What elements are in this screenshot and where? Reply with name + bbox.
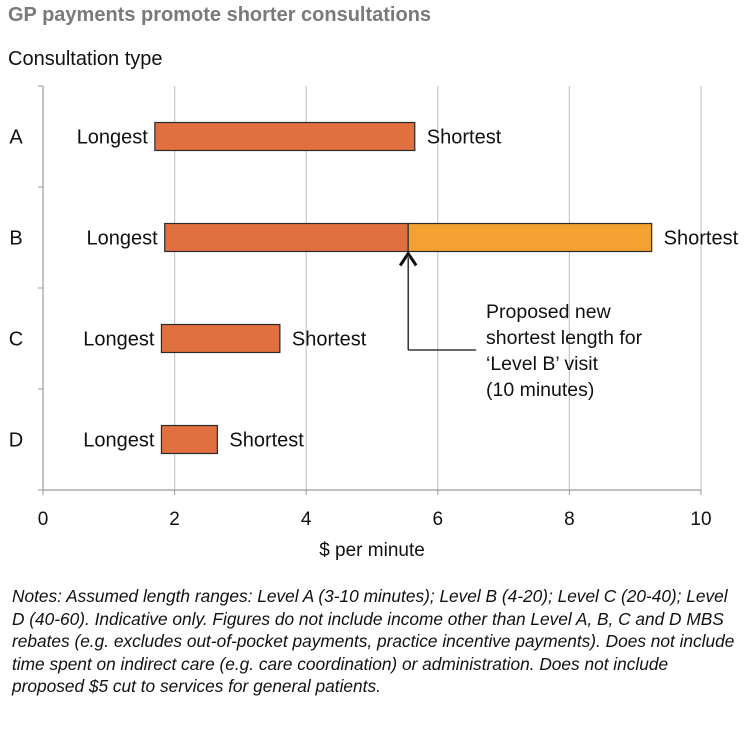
label-shortest-A: Shortest (427, 127, 502, 149)
annotation-text-line-2: ‘Level B’ visit (486, 353, 599, 375)
bar-A-0 (154, 121, 416, 152)
bar-C-3 (160, 323, 281, 354)
chart-title: GP payments promote shorter consultation… (8, 4, 432, 26)
bar-B-1 (164, 222, 409, 253)
annotation-text-line-3: (10 minutes) (486, 379, 594, 401)
annotation-text-line-1: shortest length for (486, 327, 643, 349)
x-axis-title: $ per minute (319, 540, 425, 561)
gridlines (174, 86, 702, 490)
annotation-arrow-head (398, 250, 418, 267)
x-tick-label-0: 0 (38, 509, 49, 530)
x-tick-label-4: 4 (301, 509, 312, 530)
y-tick-label-C: C (9, 329, 23, 351)
y-axis-title: Consultation type (8, 48, 163, 70)
label-shortest-C: Shortest (292, 329, 367, 351)
label-longest-C: Longest (83, 329, 155, 351)
x-tick-label-8: 8 (564, 509, 575, 530)
x-tick-label-10: 10 (690, 509, 711, 530)
label-longest-D: Longest (83, 430, 155, 452)
bar-labels: Longest Shortest Longest Shortest Longest Sho… (77, 127, 739, 452)
label-shortest-D: Shortest (229, 430, 304, 452)
y-tick-label-D: D (9, 430, 23, 452)
annotation: Proposed new shortest length for ‘Level B’… (398, 250, 643, 401)
y-tick-label-B: B (9, 228, 22, 250)
y-tick-label-A: A (9, 127, 23, 149)
label-longest-A: Longest (77, 127, 149, 149)
label-shortest-B: Shortest (664, 228, 739, 250)
chart-notes: Notes: Assumed length ranges: Level A (3… (12, 586, 735, 696)
axes: 0 2 4 6 8 10 A B C D $ per minute (9, 85, 712, 561)
bar-B-2 (407, 222, 653, 253)
x-tick-label-2: 2 (169, 509, 180, 530)
label-longest-B: Longest (87, 228, 159, 250)
bars (154, 121, 653, 455)
bar-D-4 (160, 424, 218, 455)
annotation-text-line-0: Proposed new (486, 301, 612, 323)
x-tick-label-6: 6 (433, 509, 444, 530)
